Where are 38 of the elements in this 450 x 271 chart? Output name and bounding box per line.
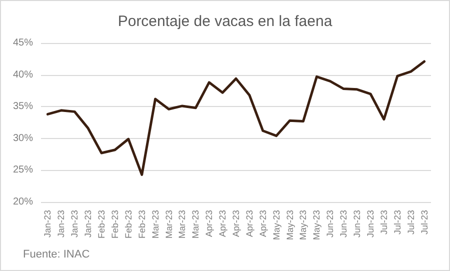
x-tick-label: May-23 <box>271 210 282 240</box>
x-tick-label: Apr-23 <box>244 210 254 238</box>
x-tick-label: Apr-23 <box>231 210 241 238</box>
x-tick-label: Jan-23 <box>56 210 66 238</box>
x-tick-label: Jul-23 <box>378 210 389 235</box>
x-tick-label: Jan-23 <box>83 210 94 238</box>
x-tick-label: Mar-23 <box>150 210 160 239</box>
x-tick-label: Apr-23 <box>204 210 214 238</box>
x-tick-label: Feb-23 <box>110 210 120 239</box>
chart-title: Porcentaje de vacas en la faena <box>118 13 333 30</box>
y-tick-label: 40% <box>12 69 34 80</box>
x-tick-label: Jan-23 <box>42 210 53 238</box>
y-tick-label: 45% <box>12 38 34 48</box>
y-tick-label: 35% <box>12 101 34 112</box>
x-tick-label: Jun-23 <box>338 210 349 238</box>
x-tick-label: Feb-23 <box>136 210 147 239</box>
x-tick-label: May-23 <box>312 210 322 240</box>
y-tick-label: 30% <box>12 132 34 144</box>
x-tick-label: Apr-23 <box>258 210 268 238</box>
y-tick-label: 25% <box>12 164 34 176</box>
x-tick-label: Jun-23 <box>325 210 336 238</box>
x-tick-label: Mar-23 <box>177 210 188 239</box>
line-series <box>46 60 426 176</box>
x-tick-label: Apr-23 <box>218 210 228 238</box>
x-tick-label: Jan-23 <box>70 210 80 238</box>
x-tick-label: Feb-23 <box>96 210 107 239</box>
x-tick-label: Jul-23 <box>419 210 430 235</box>
x-tick-label: Jun-23 <box>352 210 362 238</box>
x-tick-label: Mar-23 <box>190 210 201 239</box>
source-note: Fuente: INAC <box>23 248 90 260</box>
x-tick-label: May-23 <box>298 210 308 240</box>
x-tick-label: Mar-23 <box>164 210 174 239</box>
y-tick-label: 20% <box>12 196 34 208</box>
x-tick-label: Jul-23 <box>392 210 402 235</box>
x-tick-label: Feb-23 <box>123 210 134 239</box>
x-tick-label: Jun-23 <box>365 210 376 238</box>
x-tick-label: Jul-23 <box>406 210 416 235</box>
x-tick-label: May-23 <box>284 210 295 240</box>
